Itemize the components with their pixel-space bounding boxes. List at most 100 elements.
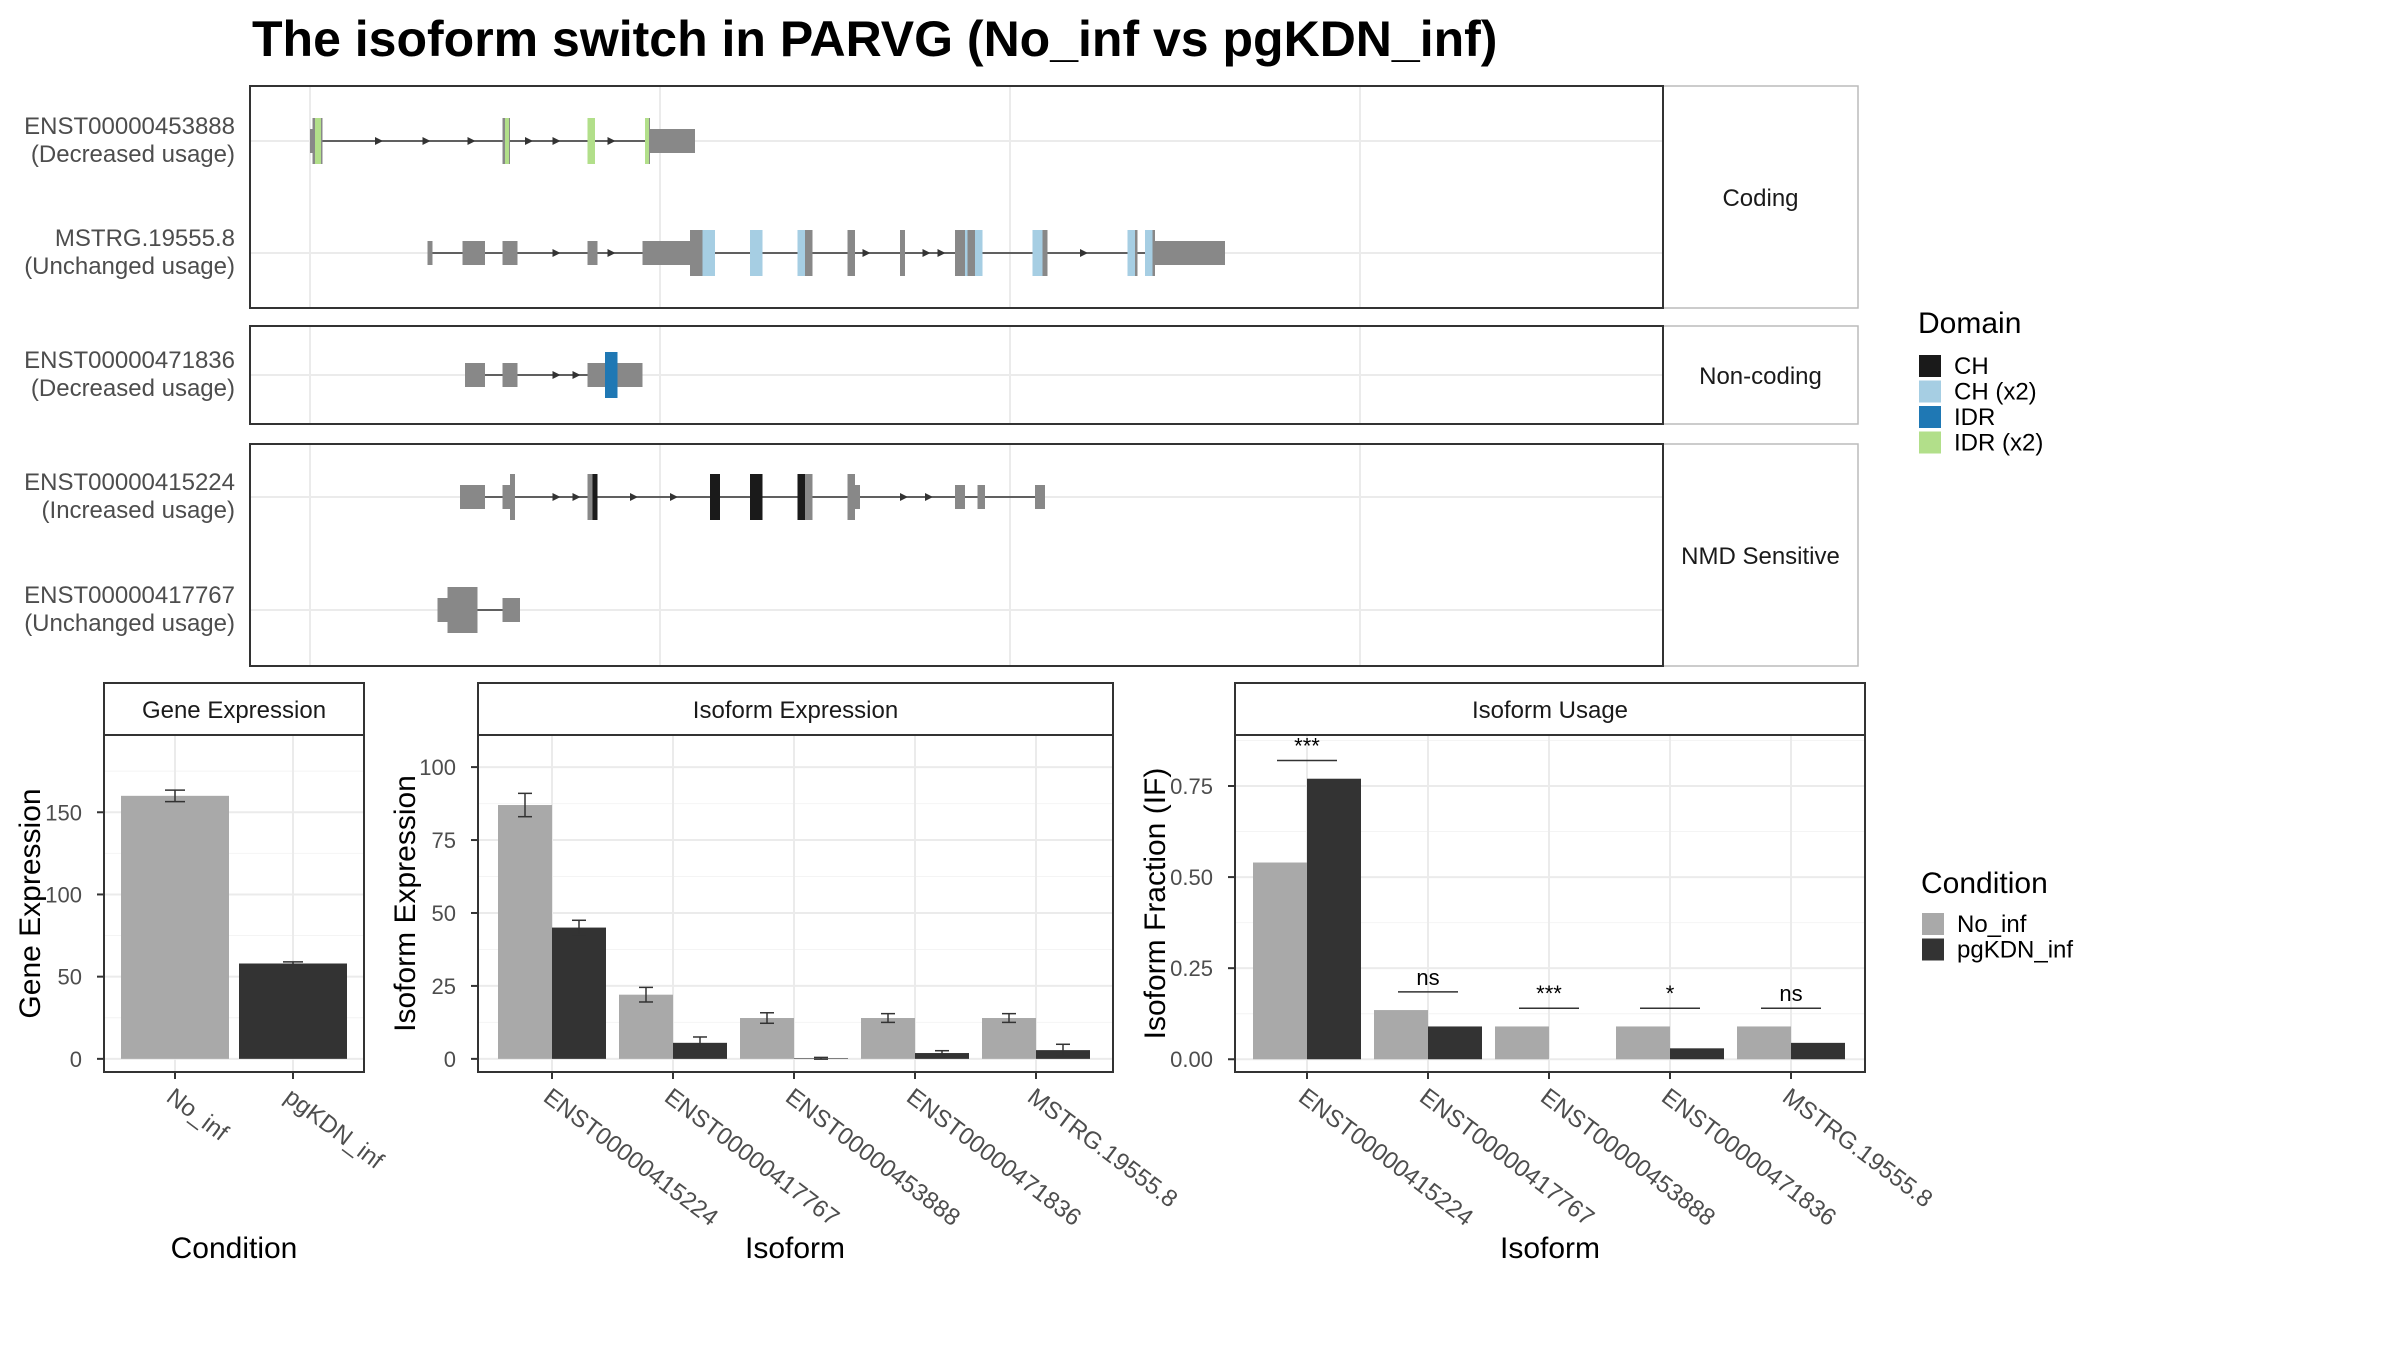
legend-label: CH: [1954, 353, 1989, 380]
direction-arrow: [670, 493, 678, 501]
exon-cds: [447, 587, 478, 633]
y-tick-label: 150: [45, 800, 82, 825]
bar-pgKDN_inf: [552, 927, 606, 1059]
direction-arrow: [552, 493, 561, 501]
direction-arrow: [552, 137, 561, 145]
panel-strip: [1234, 682, 1866, 736]
significance-label: ***: [1294, 734, 1320, 759]
exon-utr: [502, 485, 510, 509]
panel-strip-label: Isoform Expression: [693, 697, 898, 724]
bar-pgKDN_inf: [1428, 1026, 1482, 1060]
direction-arrow: [607, 137, 616, 145]
domain-mark: [975, 230, 983, 276]
direction-arrow: [900, 493, 908, 501]
direction-arrow: [525, 137, 533, 145]
y-tick-label: 75: [432, 828, 456, 853]
transcript-usage-label: (Unchanged usage): [24, 610, 235, 637]
structure-group-2: NMD Sensitive ENST00000415224(Increased u…: [24, 443, 1859, 667]
direction-arrow: [572, 493, 581, 501]
transcript-id-label: ENST00000471836: [24, 347, 235, 374]
y-tick-label: 0.00: [1170, 1047, 1213, 1072]
panel-border: [103, 734, 365, 1073]
direction-arrow: [937, 249, 946, 257]
legend-swatch: [1922, 938, 1944, 961]
direction-arrow: [607, 249, 616, 257]
structure-strip: [1662, 443, 1859, 667]
direction-arrow: [552, 249, 561, 257]
y-tick-label: 50: [58, 965, 82, 990]
legend-label: pgKDN_inf: [1957, 937, 2073, 964]
x-axis-title: Isoform: [1500, 1232, 1600, 1265]
bar-pgKDN_inf: [673, 1042, 727, 1059]
domain-mark: [797, 474, 805, 520]
y-tick-label: 100: [419, 755, 456, 780]
panel-strip-label: Isoform Usage: [1472, 697, 1628, 724]
bar-No_inf: [1253, 862, 1307, 1060]
transcript-ENST00000417767: ENST00000417767(Unchanged usage): [24, 582, 520, 637]
x-tick-label: pgKDN_inf: [279, 1083, 388, 1175]
exon-utr: [465, 363, 485, 387]
y-tick-label: 25: [432, 974, 456, 999]
transcript-id-label: ENST00000415224: [24, 469, 235, 496]
direction-arrow: [1080, 249, 1088, 257]
bar-No_inf: [861, 1018, 915, 1059]
bar: [121, 795, 229, 1059]
x-axis-title: Isoform: [745, 1232, 845, 1265]
structure-panel-border: [249, 325, 1664, 425]
domain-mark: [797, 230, 805, 276]
bar-pgKDN_inf: [1670, 1048, 1724, 1060]
exon-utr: [310, 129, 313, 153]
significance-label: ***: [1536, 981, 1562, 1006]
exon-utr: [502, 363, 518, 387]
legend-label: No_inf: [1957, 911, 2027, 938]
exon-utr: [587, 241, 598, 265]
x-tick-label: No_inf: [161, 1083, 233, 1147]
structure-strip-label: Coding: [1722, 185, 1798, 212]
legend-label: CH (x2): [1954, 379, 2037, 406]
direction-arrow: [862, 249, 871, 257]
panel-border: [477, 734, 1114, 1073]
transcript-ENST00000415224: ENST00000415224(Increased usage): [24, 469, 1045, 524]
exon-cds: [955, 230, 965, 276]
y-axis-title: Gene Expression: [14, 788, 47, 1018]
transcript-id-label: ENST00000417767: [24, 582, 235, 609]
exon-utr: [1155, 241, 1225, 265]
panel-strip: [477, 682, 1114, 736]
exon-utr: [617, 363, 643, 387]
exon-cds: [847, 230, 855, 276]
domain-mark: [315, 118, 321, 164]
exon-utr: [955, 485, 965, 509]
domain-mark: [1145, 230, 1153, 276]
exon-utr: [650, 129, 695, 153]
domain-mark: [965, 230, 968, 276]
expression-bar-panels: Gene Expression 0 50 100 150 No_inf pgKDN_inf C…: [14, 682, 1937, 1265]
significance-label: ns: [1779, 981, 1802, 1006]
direction-arrow: [552, 371, 561, 379]
legend-swatch: [1919, 355, 1941, 377]
bar-No_inf: [498, 805, 552, 1059]
bar-No_inf: [982, 1018, 1036, 1059]
exon-utr: [462, 241, 485, 265]
exon-utr: [502, 241, 518, 265]
exon-utr: [1035, 485, 1045, 509]
legend-swatch: [1919, 380, 1941, 403]
bar-No_inf: [740, 1018, 794, 1059]
structure-strip-label: Non-coding: [1699, 363, 1822, 390]
bar-panel-1: Isoform Expression0255075100ENST00000415…: [389, 682, 1182, 1265]
domain-mark: [750, 230, 763, 276]
y-axis-title: Isoform Expression: [389, 775, 422, 1032]
domain-mark: [605, 352, 618, 398]
legend-title: Domain: [1918, 307, 2021, 340]
transcript-usage-label: (Unchanged usage): [24, 253, 235, 280]
bar-pgKDN_inf: [1307, 778, 1361, 1060]
exon-utr: [642, 241, 690, 265]
transcript-usage-label: (Decreased usage): [31, 375, 235, 402]
bar-panel-2: Isoform Usage***ns*** * ns0.000.250.500.75…: [1139, 682, 1937, 1265]
domain-mark: [1032, 230, 1043, 276]
transcript-ENST00000453888: ENST00000453888(Decreased usage): [24, 113, 695, 168]
y-tick-label: 0.75: [1170, 774, 1213, 799]
structure-strip-label: NMD Sensitive: [1681, 543, 1840, 570]
exon-utr: [502, 598, 520, 622]
exon-utr: [460, 485, 485, 509]
